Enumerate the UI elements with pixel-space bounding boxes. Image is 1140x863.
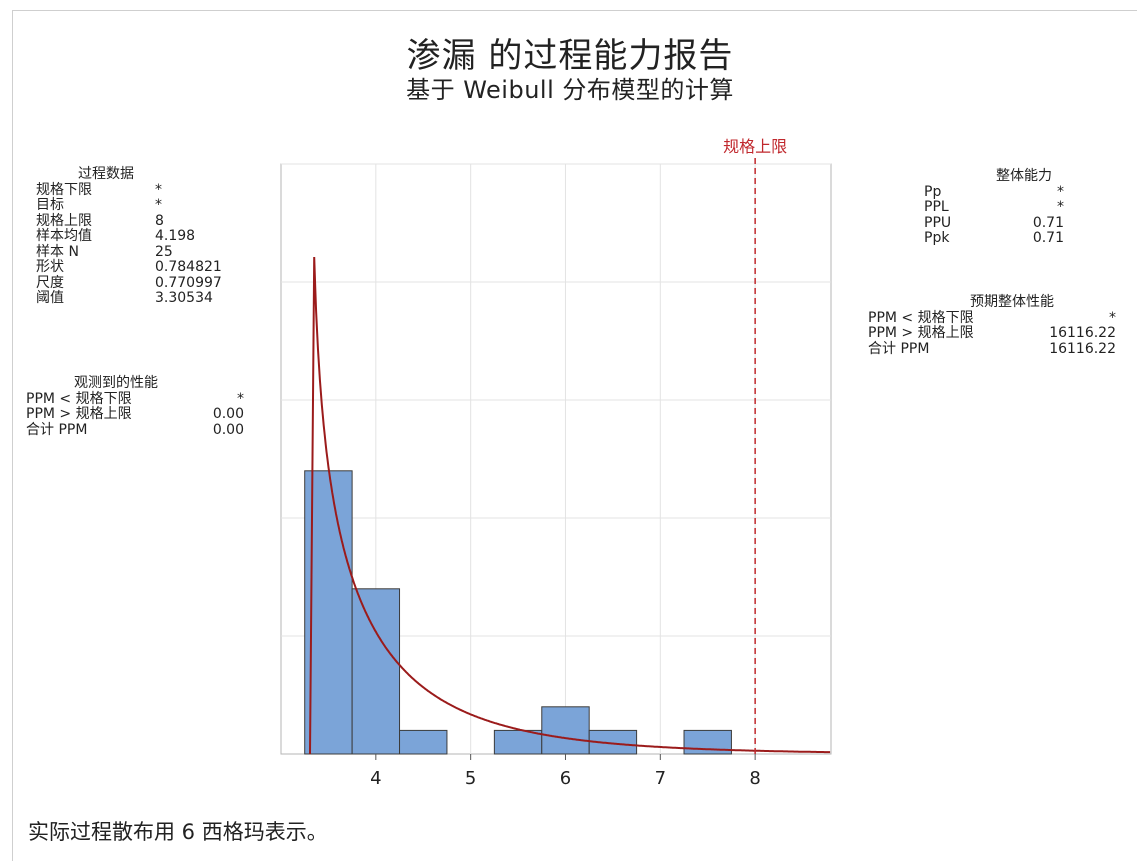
process-data-value: 4.198 <box>155 228 196 244</box>
process-data-row: 规格上限 8 <box>36 212 236 230</box>
process-data-value: 25 <box>155 243 173 260</box>
expected-overall-panel: 预期整体性能 PPM < 规格下限 * PPM > 规格上限 16116.22 合计 P… <box>868 294 1116 358</box>
expected-overall-label: 合计 PPM <box>868 340 930 357</box>
overall-capability-value: 0.71 <box>1032 230 1064 246</box>
overall-capability-row: PPU 0.71 <box>924 214 1064 232</box>
expected-overall-value: 16116.22 <box>1049 340 1116 357</box>
observed-value: * <box>237 390 244 407</box>
overall-capability-header: 整体能力 <box>996 168 1052 184</box>
expected-overall-label: PPM < 规格下限 <box>868 309 974 326</box>
x-tick-label: 5 <box>465 768 476 789</box>
histogram-bar <box>493 729 543 755</box>
expected-overall-row: PPM > 规格上限 16116.22 <box>868 325 1116 342</box>
expected-overall-value: 16116.22 <box>1049 325 1116 341</box>
overall-capability-label: Pp <box>924 183 942 200</box>
overall-capability-value: * <box>1057 199 1064 215</box>
x-tick-label: 6 <box>560 768 571 789</box>
overall-capability-value: 0.71 <box>1032 214 1064 231</box>
process-data-row: 形状 0.784821 <box>36 259 236 276</box>
observed-header: 观测到的性能 <box>74 375 158 391</box>
observed-value: 0.00 <box>212 421 244 438</box>
process-data-value: * <box>155 181 162 198</box>
x-tick-label: 8 <box>749 768 760 789</box>
expected-overall-header: 预期整体性能 <box>970 294 1054 310</box>
histogram-bar <box>351 588 401 755</box>
overall-capability-panel: 整体能力 Pp * PPL * PPU 0.71 Ppk 0.71 <box>924 168 1064 247</box>
process-data-label: 目标 <box>36 197 64 213</box>
expected-overall-row: PPM < 规格下限 * <box>868 309 1116 327</box>
usl-label: 规格上限 <box>723 137 787 156</box>
report-subtitle: 基于 Weibull 分布模型的计算 <box>406 76 734 104</box>
overall-capability-label: PPL <box>924 199 949 215</box>
observed-row: PPM > 规格上限 0.00 <box>26 406 246 423</box>
process-data-value: 0.770997 <box>155 274 222 291</box>
observed-value: 0.00 <box>212 406 244 422</box>
expected-overall-label: PPM > 规格上限 <box>868 325 974 341</box>
process-data-label: 形状 <box>36 259 64 275</box>
observed-label: PPM < 规格下限 <box>26 390 132 407</box>
process-data-row: 样本均值 4.198 <box>36 228 236 245</box>
observed-label: PPM > 规格上限 <box>26 406 132 422</box>
process-data-label: 阈值 <box>36 290 64 306</box>
process-data-row: 规格下限 * <box>36 181 236 199</box>
overall-capability-row: Ppk 0.71 <box>924 230 1064 247</box>
process-data-row: 目标 * <box>36 197 236 214</box>
process-data-label: 样本 N <box>36 243 79 260</box>
weibull-fit-curve <box>309 256 831 755</box>
process-data-label: 样本均值 <box>36 228 92 244</box>
report-title: 渗漏 的过程能力报告 <box>406 36 734 76</box>
histogram-bar <box>399 729 448 755</box>
overall-capability-row: Pp * <box>924 183 1064 201</box>
process-data-label: 尺度 <box>36 274 64 291</box>
process-data-label: 规格上限 <box>36 212 92 229</box>
report-frame <box>12 10 1137 861</box>
process-data-row: 尺度 0.770997 <box>36 274 236 292</box>
overall-capability-row: PPL * <box>924 199 1064 216</box>
expected-overall-row: 合计 PPM 16116.22 <box>868 340 1116 358</box>
x-tick-label: 4 <box>370 768 381 789</box>
overall-capability-value: * <box>1057 183 1064 200</box>
observed-row: 合计 PPM 0.00 <box>26 421 246 439</box>
observed-row: PPM < 规格下限 * <box>26 390 246 408</box>
process-data-label: 规格下限 <box>36 181 92 198</box>
observed-panel: 观测到的性能 PPM < 规格下限 * PPM > 规格上限 0.00 合计 PPM 0.… <box>26 375 246 439</box>
x-tick-label: 7 <box>655 768 666 789</box>
process-data-row: 样本 N 25 <box>36 243 236 261</box>
process-data-header: 过程数据 <box>78 166 134 182</box>
process-data-row: 阈值 3.30534 <box>36 290 236 307</box>
expected-overall-value: * <box>1109 309 1116 326</box>
process-data-value: 3.30534 <box>155 290 213 306</box>
process-data-value: 0.784821 <box>155 259 222 275</box>
overall-capability-label: Ppk <box>924 230 950 246</box>
process-data-value: 8 <box>155 212 164 229</box>
process-data-panel: 过程数据 规格下限 * 目标 * 规格上限 8 样本均值 4.198 样本 N 25 形状 0.784… <box>36 166 236 307</box>
footnote: 实际过程散布用 6 西格玛表示。 <box>28 820 328 844</box>
observed-label: 合计 PPM <box>26 421 88 438</box>
histogram-bar <box>541 706 590 755</box>
process-data-value: * <box>155 197 162 213</box>
overall-capability-label: PPU <box>924 214 952 231</box>
histogram-bar <box>588 729 638 755</box>
